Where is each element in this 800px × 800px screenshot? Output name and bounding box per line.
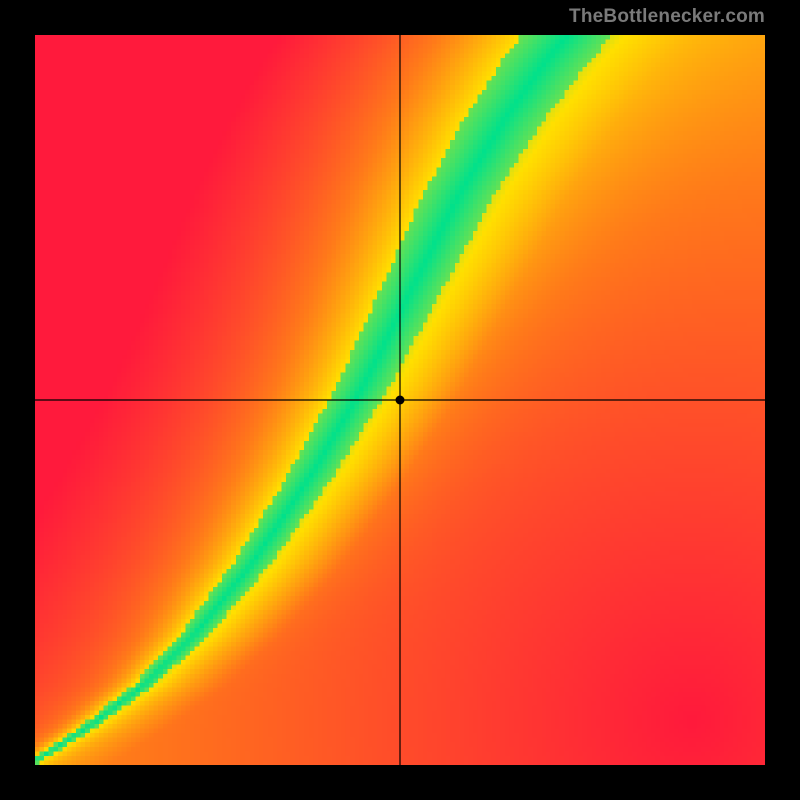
bottleneck-heatmap-canvas xyxy=(35,35,765,765)
source-caption: TheBottlenecker.com xyxy=(569,6,765,28)
